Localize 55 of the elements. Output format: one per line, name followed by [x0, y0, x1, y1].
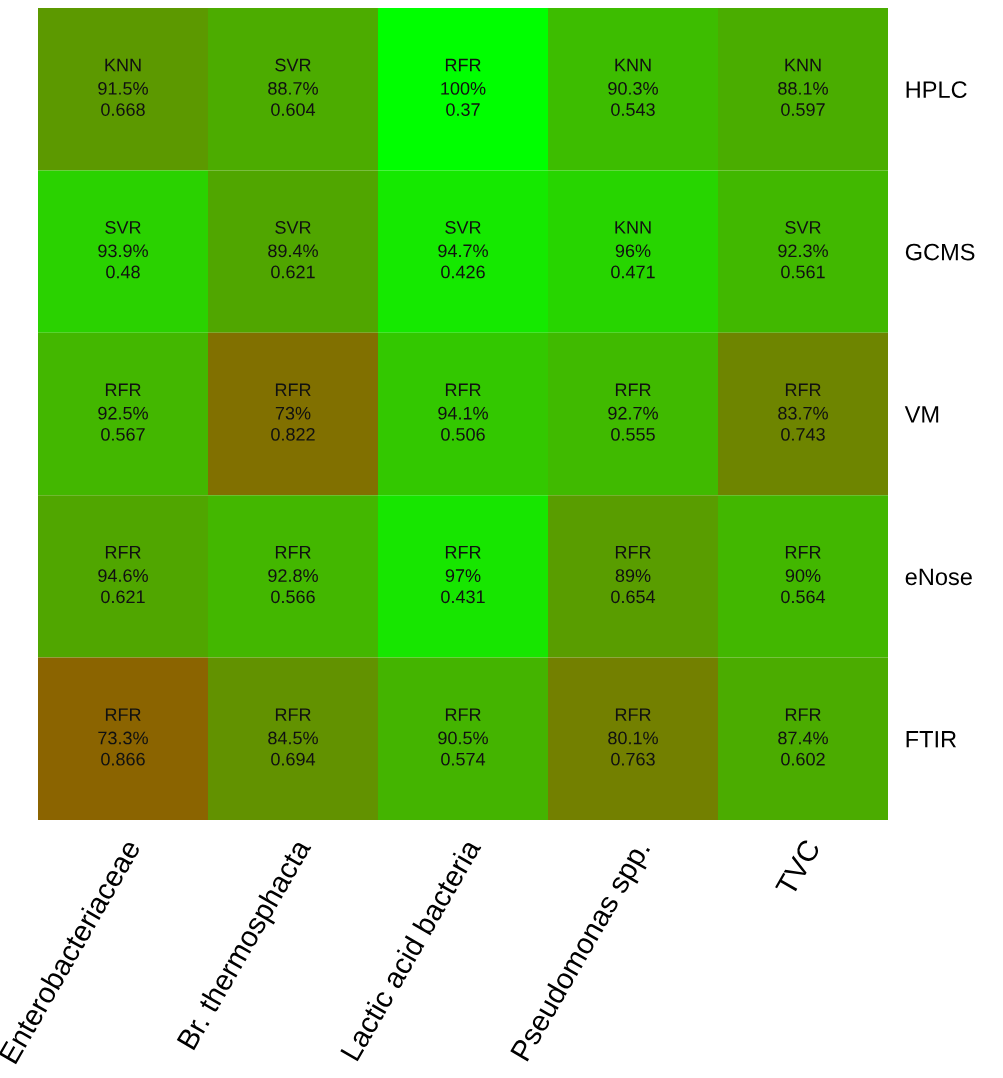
data-label: 0.564: [781, 590, 826, 604]
annotation: RFR 73%: [275, 383, 311, 420]
annotation: SVR 88.7%: [268, 58, 318, 95]
annotation: RFR 100%: [441, 58, 486, 95]
data-label: 0.48: [106, 265, 140, 279]
y-tick-label: FTIR: [906, 731, 957, 748]
annotation: SVR 89.4%: [268, 221, 318, 258]
data-label: 0.602: [781, 752, 825, 766]
y-tick-label: eNose: [905, 568, 972, 586]
annotation: SVR 92.3%: [778, 221, 828, 258]
data-label: 0.506: [441, 427, 485, 441]
annotation: RFR 90%: [785, 546, 821, 582]
data-label: 0.743: [781, 427, 825, 441]
data-label: 0.567: [101, 427, 145, 441]
annotation: KNN 88.1%: [778, 58, 828, 95]
annotation: SVR 94.7%: [438, 221, 488, 258]
annotation: RFR 90.5%: [438, 708, 488, 745]
data-label: 0.37: [446, 103, 480, 116]
data-label: 0.621: [271, 265, 315, 279]
data-label: 0.426: [441, 265, 485, 279]
data-label: 0.621: [101, 590, 145, 604]
annotation: RFR 87.4%: [778, 708, 828, 745]
annotation: KNN 91.5%: [98, 58, 148, 95]
data-label: 0.668: [101, 103, 145, 116]
annotation: RFR 92.8%: [268, 546, 318, 582]
data-label: 0.543: [611, 103, 655, 116]
data-label: 0.654: [611, 590, 656, 604]
annotation: RFR 89%: [615, 546, 651, 582]
data-label: 0.471: [611, 265, 655, 279]
data-label: 0.597: [781, 103, 825, 116]
data-label: 0.431: [441, 590, 485, 604]
annotation: SVR 93.9%: [98, 221, 148, 258]
annotation: RFR 94.6%: [98, 546, 148, 582]
annotation: RFR 92.7%: [608, 383, 658, 420]
data-label: 0.763: [611, 752, 655, 766]
annotation: RFR 94.1%: [438, 383, 488, 420]
data-label: 0.694: [271, 752, 316, 766]
annotation: RFR 84.5%: [268, 708, 318, 745]
annotation: KNN 96%: [615, 221, 651, 258]
annotation: RFR 97%: [445, 546, 481, 582]
data-label: 0.566: [271, 590, 315, 604]
annotation: KNN 90.3%: [608, 58, 658, 95]
data-label: 0.604: [271, 103, 316, 116]
y-tick-label: HPLC: [906, 81, 967, 98]
data-label: 0.866: [101, 752, 145, 766]
annotation: RFR 80.1%: [608, 708, 658, 745]
y-tick-label: GCMS: [905, 243, 975, 261]
annotation: RFR 92.5%: [98, 383, 148, 420]
annotation: RFR 73.3%: [98, 708, 148, 745]
data-label: 0.561: [781, 265, 825, 279]
annotation: RFR 83.7%: [778, 383, 828, 420]
data-label: 0.574: [441, 752, 486, 766]
data-label: 0.822: [271, 427, 315, 441]
data-label: 0.555: [611, 427, 655, 441]
y-tick-label: VM: [904, 406, 939, 423]
